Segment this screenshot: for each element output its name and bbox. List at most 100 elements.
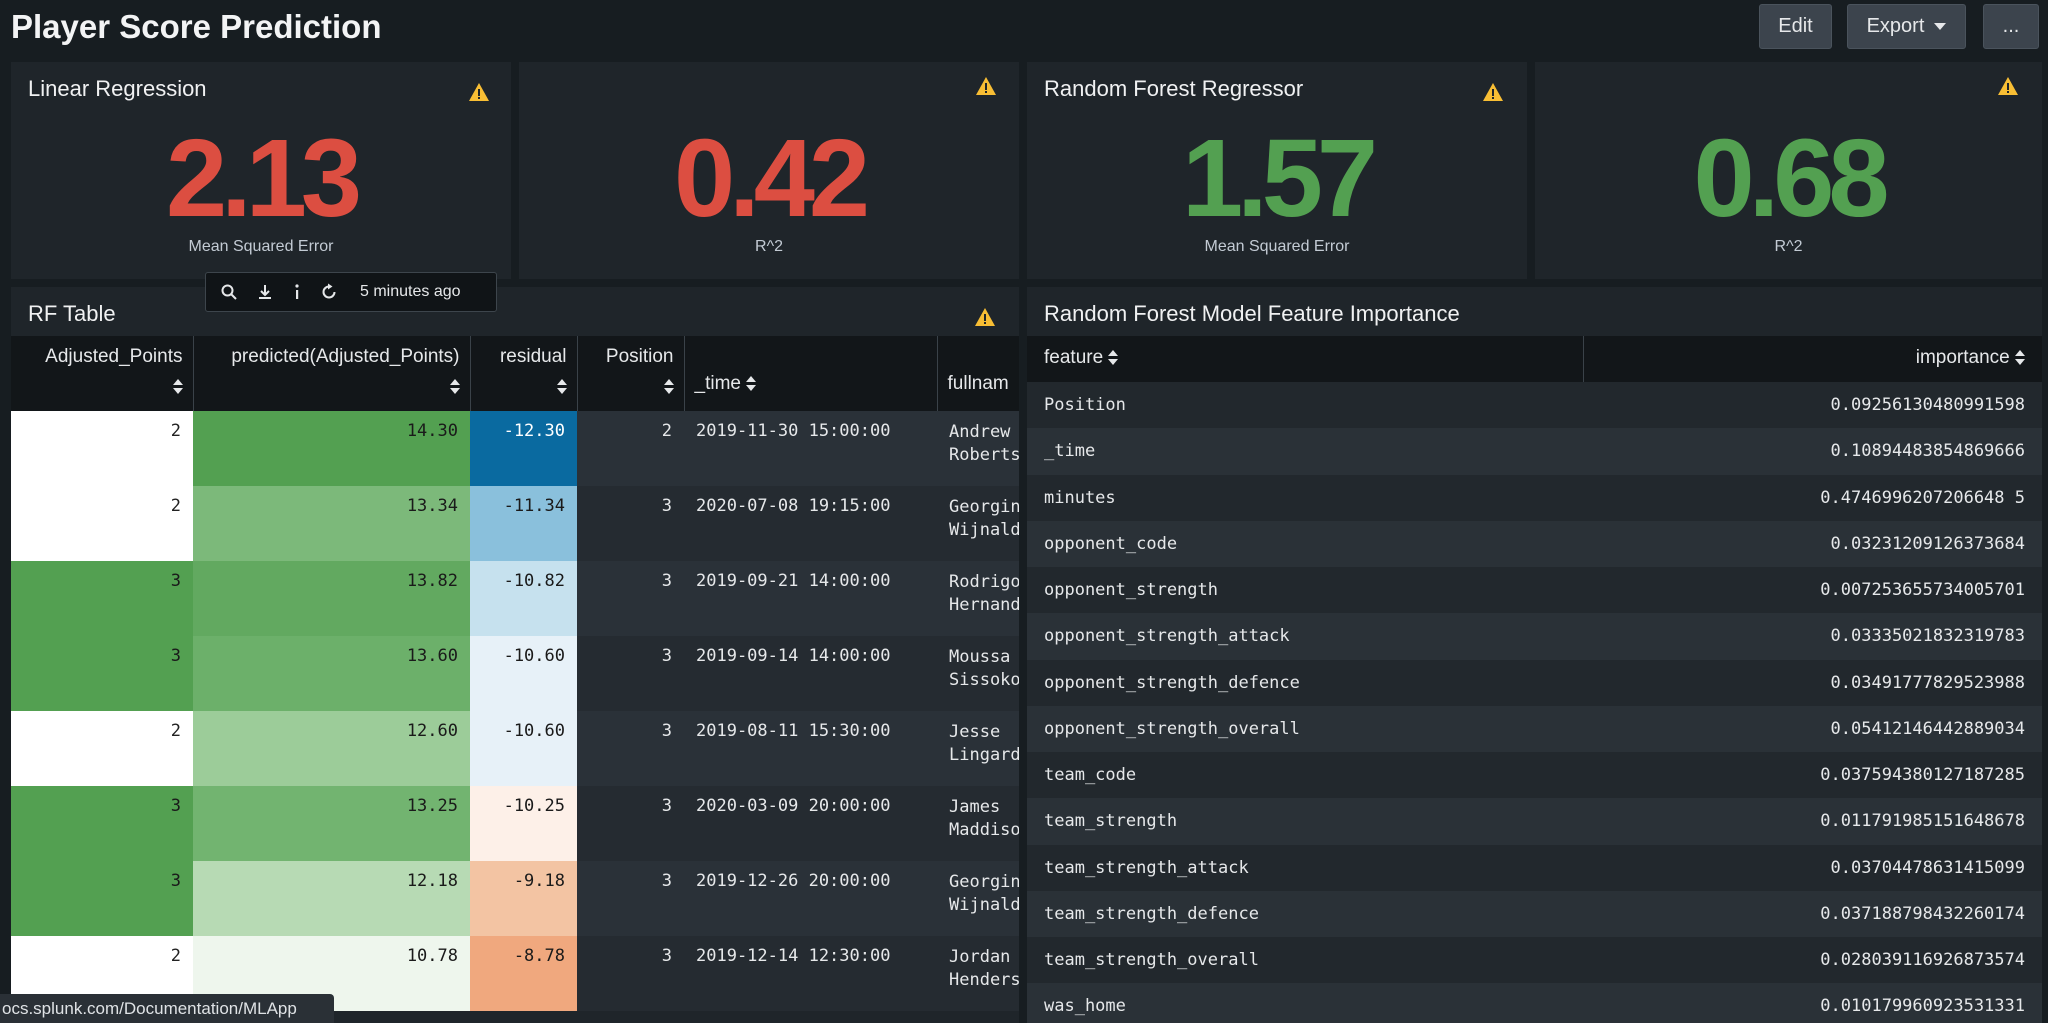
sort-icon[interactable]: [556, 379, 567, 395]
table-row[interactable]: 3 13.60 -10.60 3 2019-09-14 14:00:00 Moussa S…: [11, 636, 1019, 711]
cell-predicted: 14.30: [193, 411, 470, 486]
table-row[interactable]: _time 0.10894483854869666: [1027, 428, 2042, 475]
cell-adjusted-points: 3: [11, 636, 193, 711]
export-button-label: Export: [1866, 15, 1925, 37]
cell-feature: team_strength_defence: [1027, 890, 1583, 937]
table-row[interactable]: 2 14.30 -12.30 2 2019-11-30 15:00:00 Andrew R…: [11, 411, 1019, 486]
more-actions-button[interactable]: ...: [1983, 4, 2039, 49]
warning-icon[interactable]: [1997, 76, 2019, 96]
sort-icon[interactable]: [2015, 350, 2025, 366]
cell-time: 2020-07-08 19:15:00: [684, 486, 937, 561]
cell-feature: opponent_strength_overall: [1027, 705, 1583, 752]
kpi-panel-lr-mse: Linear Regression 2.13 Mean Squared Erro…: [11, 62, 511, 279]
cell-time: 2019-12-14 12:30:00: [684, 936, 937, 1011]
table-row[interactable]: 3 13.25 -10.25 3 2020-03-09 20:00:00 James Ma…: [11, 786, 1019, 861]
warning-icon[interactable]: [975, 76, 997, 96]
cell-importance: 0.007253655734005701: [1583, 567, 2042, 614]
cell-feature: team_strength: [1027, 798, 1583, 845]
edit-button[interactable]: Edit: [1759, 4, 1832, 49]
table-row[interactable]: team_strength_attack 0.03704478631415099: [1027, 844, 2042, 891]
column-label: Adjusted_Points: [45, 346, 183, 367]
rf-table-panel: RF Table Adjusted_Points predicted(Adjus…: [11, 287, 1019, 1023]
export-button[interactable]: Export: [1847, 4, 1966, 49]
column-header-adjusted-points[interactable]: Adjusted_Points: [11, 336, 194, 411]
cell-position: 3: [577, 561, 684, 636]
column-header-residual[interactable]: residual: [470, 336, 578, 411]
table-row[interactable]: 3 13.82 -10.82 3 2019-09-21 14:00:00 Rodrigo …: [11, 561, 1019, 636]
table-row[interactable]: opponent_strength_attack 0.03335021832319…: [1027, 613, 2042, 660]
sort-icon[interactable]: [663, 379, 674, 395]
warning-icon[interactable]: [974, 307, 996, 327]
info-icon[interactable]: [292, 283, 302, 301]
warning-icon[interactable]: [1482, 82, 1504, 102]
cell-time: 2020-03-09 20:00:00: [684, 786, 937, 861]
table-row[interactable]: 2 12.60 -10.60 3 2019-08-11 15:30:00 Jesse Li…: [11, 711, 1019, 786]
cell-residual: -11.34: [470, 486, 577, 561]
cell-importance: 0.028039116926873574: [1583, 937, 2042, 984]
warning-icon[interactable]: [468, 82, 490, 102]
kpi-value: 2.13: [165, 117, 362, 240]
table-row[interactable]: Position 0.09256130480991598: [1027, 382, 2042, 429]
cell-position: 3: [577, 786, 684, 861]
cell-feature: opponent_code: [1027, 520, 1583, 567]
table-row[interactable]: 2 13.34 -11.34 3 2020-07-08 19:15:00 Georgin …: [11, 486, 1019, 561]
cell-importance: 0.011791985151648678: [1583, 798, 2042, 845]
cell-importance: 0.05412146442889034: [1583, 705, 2042, 752]
table-row[interactable]: minutes 0.4746996207206648 5: [1027, 474, 2042, 521]
column-header-time[interactable]: _time: [684, 336, 938, 411]
kpi-panel-rf-mse: Random Forest Regressor 1.57 Mean Square…: [1027, 62, 1527, 279]
cell-importance: 0.037188798432260174: [1583, 890, 2042, 937]
kpi-panel-rf-r2: 0.68 R^2: [1535, 62, 2042, 279]
column-header-feature[interactable]: feature: [1027, 336, 1584, 382]
cell-residual: -10.82: [470, 561, 577, 636]
cell-fullname: James Maddiso: [937, 786, 1019, 861]
cell-importance: 0.4746996207206648 5: [1583, 474, 2042, 521]
column-header-predicted[interactable]: predicted(Adjusted_Points): [193, 336, 471, 411]
table-row[interactable]: opponent_strength 0.007253655734005701: [1027, 567, 2042, 614]
cell-importance: 0.03491777829523988: [1583, 659, 2042, 706]
table-row[interactable]: team_code 0.037594380127187285: [1027, 752, 2042, 799]
feature-importance-table: feature importance Position 0.09256130480…: [1027, 336, 2042, 1023]
panel-title: Random Forest Regressor: [1044, 76, 1304, 101]
column-header-fullname[interactable]: fullnam: [937, 336, 1019, 411]
cell-feature: Position: [1027, 382, 1583, 429]
table-row[interactable]: opponent_strength_defence 0.0349177782952…: [1027, 659, 2042, 706]
last-updated-text: 5 minutes ago: [360, 283, 461, 300]
cell-feature: opponent_strength_attack: [1027, 613, 1583, 660]
table-row[interactable]: 3 12.18 -9.18 3 2019-12-26 20:00:00 Georgin W…: [11, 861, 1019, 936]
table-row[interactable]: team_strength 0.011791985151648678: [1027, 798, 2042, 845]
search-icon[interactable]: [220, 283, 238, 301]
sort-icon[interactable]: [449, 379, 460, 395]
cell-feature: _time: [1027, 428, 1583, 475]
table-row[interactable]: team_strength_overall 0.02803911692687357…: [1027, 937, 2042, 984]
table-row[interactable]: team_strength_defence 0.03718879843226017…: [1027, 890, 2042, 937]
column-header-importance[interactable]: importance: [1583, 336, 2042, 382]
kpi-label: Mean Squared Error: [188, 238, 334, 255]
cell-feature: team_code: [1027, 752, 1583, 799]
rf-table: Adjusted_Points predicted(Adjusted_Point…: [11, 336, 1019, 1011]
sort-icon[interactable]: [172, 379, 183, 395]
cell-feature: opponent_strength_defence: [1027, 659, 1583, 706]
chevron-down-icon: [1934, 23, 1947, 30]
kpi-label: Mean Squared Error: [1204, 238, 1350, 255]
cell-residual: -10.25: [470, 786, 577, 861]
kpi-label: R^2: [1774, 238, 1803, 255]
column-label: feature: [1044, 347, 1104, 368]
column-header-position[interactable]: Position: [577, 336, 685, 411]
cell-predicted: 13.82: [193, 561, 470, 636]
table-row[interactable]: was_home 0.010179960923531331: [1027, 983, 2042, 1023]
sort-icon[interactable]: [1108, 350, 1119, 366]
panel-title: RF Table: [28, 301, 116, 326]
table-row[interactable]: opponent_code 0.03231209126373684: [1027, 520, 2042, 567]
table-row[interactable]: opponent_strength_overall 0.0541214644288…: [1027, 705, 2042, 752]
cell-feature: minutes: [1027, 474, 1583, 521]
cell-time: 2019-11-30 15:00:00: [684, 411, 937, 486]
refresh-icon[interactable]: [320, 283, 338, 301]
cell-time: 2019-12-26 20:00:00: [684, 861, 937, 936]
cell-position: 3: [577, 486, 684, 561]
cell-predicted: 12.18: [193, 861, 470, 936]
cell-fullname: Rodrigo Hernand: [937, 561, 1019, 636]
sort-icon[interactable]: [746, 376, 757, 392]
kpi-panel-lr-r2: 0.42 R^2: [519, 62, 1019, 279]
download-icon[interactable]: [256, 283, 274, 301]
